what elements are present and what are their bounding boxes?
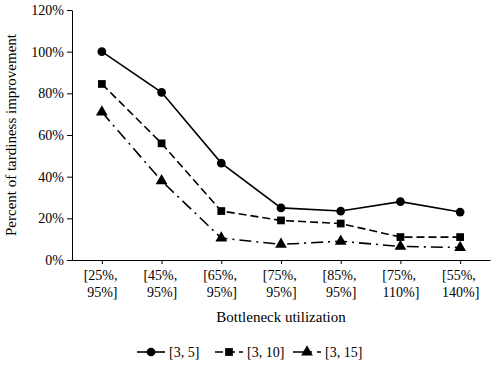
series-marker [277,204,286,213]
x-tick-label: [75%, 110%] [382,268,419,301]
series-marker [277,217,285,225]
series-marker [157,88,166,97]
y-tick: 20% [38,211,72,226]
x-tick-mark [102,260,103,264]
x-tick: [85%, 95%] [323,260,360,300]
series-marker [456,208,465,217]
y-axis-line [72,11,73,261]
series-marker [396,197,405,206]
x-tick: [75%, 110%] [382,260,419,300]
chart: 0% 20% 40% 60% 80% 100% 120% [25%, 95%] [45%, 95… [0,0,500,369]
x-tick-label: [85%, 95%] [323,268,360,301]
x-tick: [65%, 95%] [203,260,240,300]
x-axis: [25%, 95%] [45%, 95%] [65%, 95%] [75%, 95%]… [73,260,491,300]
y-tick-mark [67,52,72,53]
x-tick-mark [221,260,222,264]
series-marker [217,207,225,215]
y-axis-title: Percent of tardiness improvement [3,33,19,236]
series-marker [275,238,287,248]
legend-marker [301,345,313,355]
series-marker [158,139,166,147]
series-line [102,112,460,247]
x-tick-mark [281,260,282,264]
legend-marker [147,348,156,357]
legend: [3, 5] [3, 10] [3, 15] [137,345,362,360]
y-tick: 40% [38,170,72,185]
series-marker [336,207,345,216]
series-marker [156,174,168,184]
series-marker [215,231,227,241]
legend-label: [3, 5] [169,345,199,360]
series-marker [98,80,106,88]
plot-area [96,47,466,251]
series-line [102,84,460,237]
x-tick: [25%, 95%] [84,260,121,300]
y-tick-mark [67,177,72,178]
series-marker [456,233,464,241]
x-tick-label: [65%, 95%] [203,268,240,301]
y-tick-label: 40% [38,170,64,185]
y-tick-mark [67,135,72,136]
series-marker [395,240,407,250]
x-tick-label: [45%, 95%] [143,268,180,301]
x-tick-mark [162,260,163,264]
series-line [102,52,460,212]
series-marker [97,47,106,56]
x-tick-mark [400,260,401,264]
y-tick-mark [67,218,72,219]
y-tick-label: 100% [31,45,64,60]
legend-item: [3, 5] [137,345,199,360]
series-marker [335,234,347,244]
y-tick-label: 80% [38,86,64,101]
y-tick: 100% [31,45,72,60]
x-tick: [75%, 95%] [263,260,300,300]
y-tick-mark [67,260,72,261]
series-marker [217,159,226,168]
y-tick-label: 20% [38,211,64,226]
x-tick: [45%, 95%] [143,260,180,300]
x-tick-label: [25%, 95%] [84,268,121,301]
legend-item: [3, 15] [293,345,362,360]
x-tick-label: [55%, 140%] [442,268,479,301]
y-tick-label: 0% [45,253,64,268]
y-tick: 80% [38,86,72,101]
y-tick: 120% [31,3,72,18]
x-tick: [55%, 140%] [442,260,479,300]
x-tick-label: [75%, 95%] [263,268,300,301]
legend-marker [225,348,233,356]
y-tick-mark [67,93,72,94]
legend-label: [3, 15] [325,345,362,360]
y-axis: 0% 20% 40% 60% 80% 100% 120% [31,3,72,268]
series-marker [454,241,466,251]
x-tick-mark [341,260,342,264]
y-tick: 60% [38,128,72,143]
series-marker [337,220,345,228]
y-tick-mark [67,10,72,11]
legend-label: [3, 10] [247,345,284,360]
y-tick-label: 120% [31,3,64,18]
series-marker [96,105,108,115]
x-axis-title: Bottleneck utilization [216,309,346,325]
y-tick-label: 60% [38,128,64,143]
y-tick: 0% [45,253,72,268]
x-tick-mark [460,260,461,264]
legend-item: [3, 10] [215,345,284,360]
